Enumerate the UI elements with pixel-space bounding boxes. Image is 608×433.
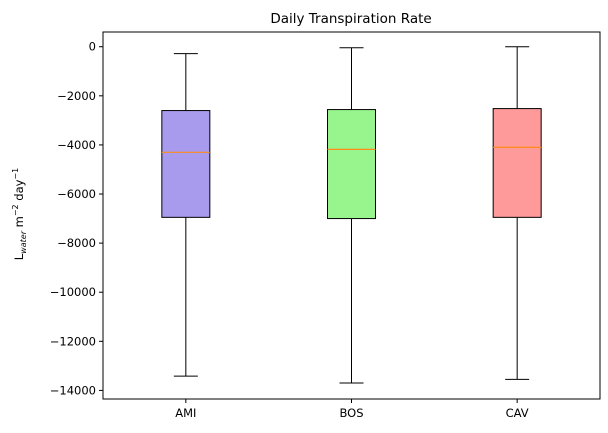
y-axis-label-sup1: −2 — [11, 204, 20, 216]
y-tick-label: −10000 — [50, 285, 96, 299]
chart-title: Daily Transpiration Rate — [270, 11, 431, 27]
y-tick-label: −2000 — [57, 89, 96, 103]
y-tick-label: −12000 — [50, 334, 96, 348]
x-tick-label: CAV — [506, 406, 529, 420]
x-tick-label: BOS — [339, 406, 363, 420]
y-tick-label: −8000 — [57, 236, 96, 250]
plot-area: 0 −2000 −4000 −6000 −8000 −10000 −12000 −14000 A… — [50, 31, 601, 420]
y-tick-label: −6000 — [57, 187, 96, 201]
box-bos — [327, 109, 376, 220]
y-tick-label: −4000 — [57, 138, 96, 152]
y-axis-label-unit2: day — [12, 179, 26, 204]
box-ami — [161, 110, 211, 218]
y-axis-label-prefix: L — [12, 253, 26, 260]
y-axis-label-subscript: water — [19, 230, 28, 254]
y-axis-label: Lwater m−2 day−1 — [11, 168, 28, 260]
y-tick-label: −14000 — [50, 383, 96, 397]
y-tick-label: 0 — [89, 40, 96, 54]
y-axis-label-unit1: m — [12, 216, 26, 231]
box-cav — [492, 108, 542, 218]
y-axis-label-sup2: −1 — [11, 168, 20, 180]
x-tick-label: AMI — [175, 406, 196, 420]
